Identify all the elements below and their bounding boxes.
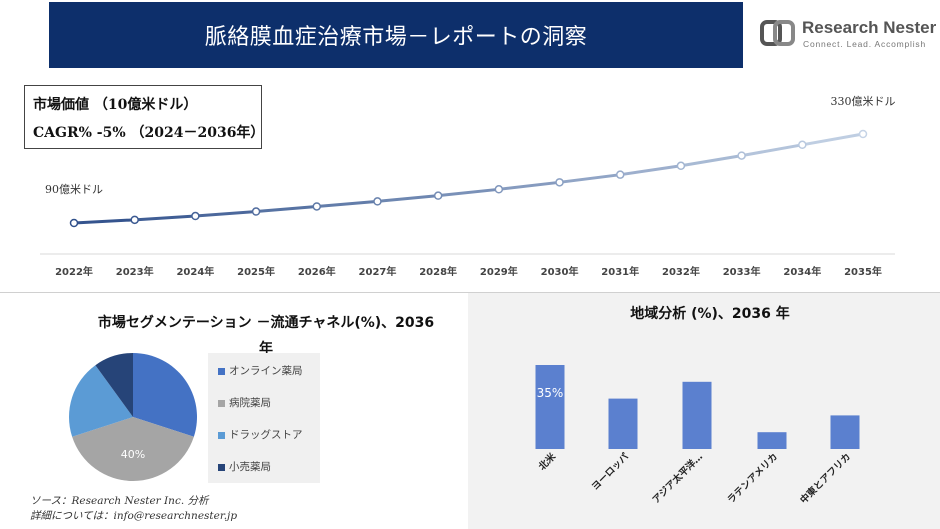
- market-value-label: 市場価値 （10億米ドル）: [33, 97, 198, 113]
- legend-item-hospital: 病院薬局: [218, 395, 271, 410]
- legend-item-online: オンライン薬局: [218, 363, 303, 378]
- bar: [608, 398, 638, 449]
- legend-label-drugstore: ドラッグストア: [229, 429, 303, 441]
- x-tick-label: 2026年: [298, 265, 336, 278]
- series-line-segment: [315, 199, 379, 208]
- contact-line: 詳細については：info@researchnester.jp: [30, 510, 238, 522]
- series-line-segment: [558, 173, 622, 184]
- series-line-segment: [375, 194, 440, 203]
- bar-category-label: ラテンアメリカ: [726, 451, 780, 505]
- series-line-segment: [497, 180, 562, 191]
- x-tick-label: 2033年: [723, 265, 761, 278]
- regional-analysis-title: 地域分析 (%)、2036 年: [630, 306, 790, 322]
- legend-swatch-drugstore: [218, 431, 225, 439]
- regional-bar-chart: 35% 北米 ヨーロッパ アジア太平洋… ラテンアメリカ 中東とアフリカ: [535, 365, 860, 507]
- series-line-segment: [133, 214, 197, 222]
- legend-label-hospital: 病院薬局: [229, 397, 271, 409]
- pie-slice: [133, 353, 197, 437]
- legend-item-retail: 小売薬局: [218, 459, 271, 474]
- x-tick-label: 2035年: [844, 265, 882, 278]
- bar: [682, 381, 712, 449]
- market-info-box: 市場価値 （10億米ドル） CAGR% -5% （2024－2036年）: [24, 85, 265, 149]
- bar: [535, 365, 565, 449]
- pie-legend: オンライン薬局 病院薬局 ドラッグストア 小売薬局: [208, 353, 320, 483]
- legend-label-retail: 小売薬局: [229, 461, 271, 473]
- distribution-channel-pie-chart: 40%: [69, 353, 197, 481]
- x-tick-label: 2027年: [359, 265, 397, 278]
- data-point: [555, 178, 564, 187]
- bar-data-label: 35%: [537, 386, 564, 400]
- end-value-annotation: 330億米ドル: [831, 95, 896, 108]
- x-tick-label: 2030年: [541, 265, 579, 278]
- series-line-segment: [436, 187, 501, 198]
- data-point: [373, 197, 382, 206]
- pie-slice: [95, 353, 133, 417]
- data-point: [312, 202, 322, 211]
- bar-category-label: 北米: [536, 450, 558, 472]
- x-tick-label: 2022年: [55, 265, 93, 278]
- legend-item-drugstore: ドラッグストア: [218, 427, 303, 442]
- data-point: [433, 191, 443, 200]
- source-line: ソース：Research Nester Inc. 分析: [30, 495, 209, 507]
- report-title: 脈絡膜血症治療市場－レポートの洞察: [204, 25, 588, 50]
- series-line-segment: [618, 164, 683, 177]
- series-line-segment: [72, 218, 137, 225]
- data-point: [858, 129, 868, 139]
- source-note: ソース：Research Nester Inc. 分析 詳細については：info…: [30, 494, 237, 524]
- cagr-label: CAGR% -5% （2024－2036年）: [33, 125, 265, 141]
- pie-data-label: 40%: [121, 448, 145, 461]
- x-tick-label: 2032年: [662, 265, 700, 278]
- series-line-segment: [740, 143, 804, 158]
- data-point: [191, 211, 200, 221]
- pie-slice: [72, 417, 194, 481]
- report-title-bar: 脈絡膜血症治療市場－レポートの洞察: [49, 2, 743, 68]
- data-point: [251, 207, 261, 216]
- data-point: [676, 161, 686, 171]
- logo-tagline: Connect. Lead. Accomplish: [803, 39, 927, 49]
- series-line-segment: [800, 132, 865, 147]
- logo-mark-icon: [760, 20, 795, 46]
- x-tick-label: 2029年: [480, 265, 518, 278]
- bar: [757, 432, 787, 449]
- legend-swatch-online: [218, 367, 225, 375]
- x-tick-label: 2034年: [783, 265, 821, 278]
- start-value-annotation: 90億米ドル: [45, 183, 103, 196]
- data-point: [798, 140, 807, 150]
- series-line-segment: [679, 154, 744, 168]
- x-tick-label: 2031年: [601, 265, 639, 278]
- x-tick-label: 2028年: [419, 265, 457, 278]
- research-nester-logo: Research Nester Connect. Lead. Accomplis…: [760, 16, 936, 56]
- bar-category-label: ヨーロッパ: [589, 450, 631, 492]
- market-value-line-chart: 2022年 2023年 2024年 2025年 2026年 2027年 2028年 2029年…: [40, 95, 896, 278]
- series-line-segment: [193, 210, 258, 218]
- bar-category-label: アジア太平洋…: [650, 451, 705, 506]
- legend-label-online: オンライン薬局: [229, 365, 303, 377]
- data-point: [615, 170, 625, 179]
- series-line-segment: [254, 204, 319, 214]
- logo-name: Research Nester: [802, 18, 937, 37]
- bar-category-label: 中東とアフリカ: [798, 451, 854, 507]
- data-point: [737, 151, 746, 160]
- pie-slice: [69, 365, 133, 437]
- data-point: [494, 185, 504, 194]
- data-point: [130, 215, 139, 225]
- x-tick-label: 2025年: [237, 265, 275, 278]
- legend-swatch-hospital: [218, 399, 225, 407]
- legend-swatch-retail: [218, 463, 225, 471]
- data-point: [69, 218, 79, 228]
- x-tick-label: 2023年: [116, 265, 154, 278]
- x-tick-label: 2024年: [176, 265, 214, 278]
- bar: [830, 415, 860, 449]
- section-divider: [0, 292, 940, 293]
